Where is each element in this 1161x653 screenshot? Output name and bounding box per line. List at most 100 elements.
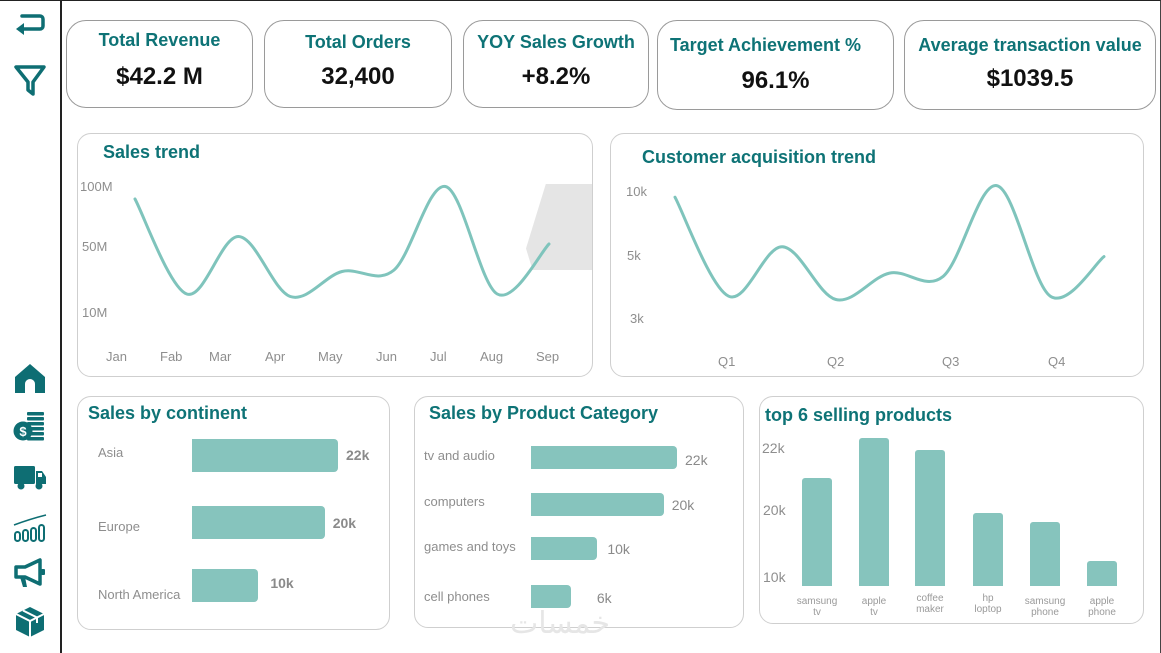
bar-category-label: computers [424,494,485,509]
kpi-card-yoy-sales-growth: YOY Sales Growth +8.2% [463,20,649,108]
sales-trend-panel: Sales trend 100M 50M 10M Jan Fab Mar Apr May… [77,133,593,377]
x-category-label-line: samsung [796,596,838,607]
x-tick-label: Q2 [827,354,845,369]
x-category-label-line: phone [1031,607,1059,618]
customer-acquisition-line-chart [673,184,1106,302]
x-category-label-line: phone [1088,607,1116,618]
x-category-label-line: loptop [974,604,1002,615]
bar-value-label: 22k [685,452,708,468]
kpi-card-total-revenue: Total Revenue $42.2 M [66,20,253,108]
bar-apple-tv[interactable] [859,438,889,586]
bar-tv-and-audio[interactable] [531,446,677,469]
y-tick-label: 10k [626,184,647,199]
bar-europe[interactable] [192,506,325,539]
bar-computers[interactable] [531,493,664,516]
x-tick-label: May [318,349,343,364]
bar-value-label: 10k [270,575,294,591]
sales-by-category-panel: Sales by Product Category tv and audio 22… [414,396,744,628]
bar-category-label: North America [98,587,181,602]
x-category-label-line: samsung [1024,596,1066,607]
bar-apple-phone[interactable] [1087,560,1117,586]
money-coins-icon[interactable]: $ [10,406,50,446]
x-tick-label: Jun [376,349,397,364]
kpi-value: 32,400 [321,63,395,90]
x-category-label-line: coffee [916,593,944,604]
bar-value-label: 6k [596,590,612,606]
x-category-label: coffee maker [898,593,962,615]
bar-category-label: games and toys [424,539,516,554]
bar-value-label: 20k [332,515,357,531]
sidebar: $ [0,0,62,653]
bar-coffee-maker[interactable] [915,449,945,586]
svg-text:$: $ [19,424,27,439]
growth-chart-icon[interactable] [10,506,50,546]
bar-asia[interactable] [192,439,338,472]
bar-north-america[interactable] [192,569,259,602]
x-tick-label: Aug [480,349,504,364]
kpi-title: Target Achievement % [669,35,862,55]
panel-title: top 6 selling products [765,405,953,425]
y-tick-label: 10k [763,569,786,585]
x-tick-label: Q3 [942,354,960,369]
filter-icon[interactable] [10,60,50,100]
x-category-label: samsung phone [1013,596,1077,618]
kpi-card-total-orders: Total Orders 32,400 [264,20,452,108]
kpi-value: +8.2% [521,63,591,90]
kpi-title: YOY Sales Growth [477,32,635,52]
top-products-panel: top 6 selling products 22k 20k 10k samsu… [759,396,1144,624]
bar-samsung-tv[interactable] [802,477,832,586]
bar-value-label: 20k [671,497,695,513]
back-arrow-icon[interactable] [10,6,50,46]
bar-value-label: 10k [607,541,630,557]
bar-category-label: cell phones [424,589,490,604]
kpi-card-average-transaction-value: Average transaction value $1039.5 [904,20,1156,110]
kpi-card-target-achievement: Target Achievement % 96.1% [657,20,894,110]
y-tick-label: 50M [82,239,108,254]
sales-by-continent-panel: Sales by continent Asia 22k Europe 20k North… [77,396,390,630]
kpi-value: 96.1% [741,67,810,94]
home-icon[interactable] [10,358,50,398]
sales-trend-line-chart [133,185,551,299]
y-tick-label: 20k [763,502,786,518]
bar-category-label: Asia [98,445,124,460]
y-tick-label: 22k [762,440,785,456]
x-tick-label: Q1 [718,354,736,369]
kpi-title: Average transaction value [918,35,1142,55]
x-category-label-line: apple [1089,596,1115,607]
x-category-label: samsung tv [785,596,849,618]
kpi-value: $1039.5 [986,65,1074,92]
bar-cell-phones[interactable] [531,585,571,608]
panel-title: Sales trend [103,142,201,162]
bar-category-label: Europe [98,519,140,534]
x-category-label-line: hp [982,593,994,604]
kpi-value: $42.2 M [116,63,203,90]
x-tick-label: Q4 [1048,354,1066,369]
bar-category-label: tv and audio [424,448,495,463]
bar-hp-loptop[interactable] [973,513,1003,586]
bar-games-and-toys[interactable] [531,537,598,560]
panel-title: Sales by Product Category [429,403,659,423]
x-category-label: apple phone [1070,596,1134,618]
series-line [133,185,551,299]
bar-samsung-phone[interactable] [1030,522,1060,586]
x-category-label: hp loptop [956,593,1020,615]
delivery-truck-icon[interactable] [10,456,50,496]
x-tick-label: Fab [160,349,183,364]
megaphone-icon[interactable] [10,553,50,593]
package-box-icon[interactable] [10,602,50,642]
x-tick-label: Sep [536,349,560,364]
customer-acquisition-panel: Customer acquisition trend 10k 5k 3k Q1 Q… [610,133,1144,377]
x-tick-label: Jan [106,349,127,364]
y-tick-label: 10M [82,305,108,320]
kpi-title: Total Orders [305,32,411,52]
x-category-label: apple tv [842,596,906,618]
watermark: خمسات [510,606,611,641]
kpi-title: Total Revenue [98,30,221,50]
x-tick-label: Jul [430,349,447,364]
x-category-label-line: apple [861,596,887,607]
panel-title: Customer acquisition trend [642,147,877,167]
x-category-label-line: tv [813,607,821,618]
panel-title: Sales by continent [88,403,248,423]
x-category-label-line: maker [916,604,944,615]
x-category-label-line: tv [870,607,878,618]
